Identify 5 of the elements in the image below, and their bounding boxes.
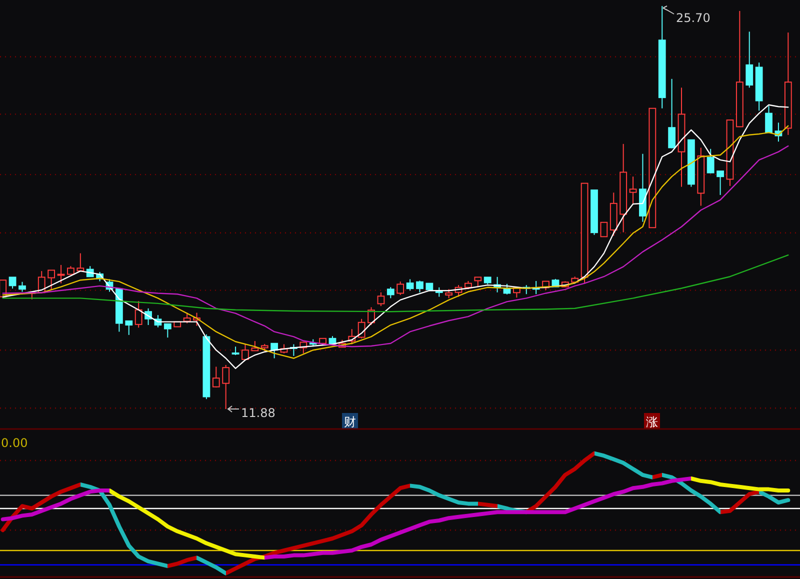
text: 涨 (646, 415, 658, 429)
annotation: 25.70 (676, 11, 710, 25)
text: 财 (344, 415, 356, 429)
text: 0.00 (1, 436, 28, 450)
annotation: 11.88 (241, 406, 276, 420)
